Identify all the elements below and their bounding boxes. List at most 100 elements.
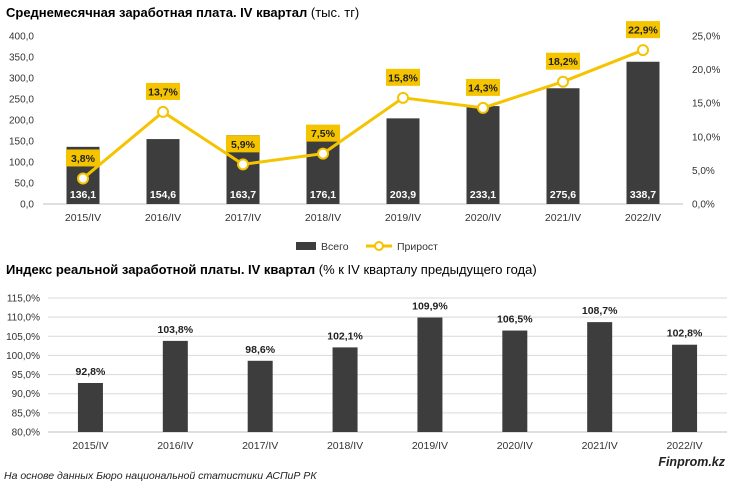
salary-combo-chart: 0,0 50,0 100,0 150,0 200,0 250,0 300,0 350,0 400…	[9, 21, 720, 253]
bar-value-label: 108,7%	[582, 305, 618, 317]
y-tick-label: 80,0%	[12, 428, 40, 439]
growth-label-box	[306, 124, 340, 142]
growth-value-label: 3,8%	[71, 153, 96, 165]
growth-label-box	[546, 52, 580, 70]
y-tick-label: 150,0	[9, 137, 34, 148]
bar	[162, 340, 188, 432]
x-tick-label: 2016/IV	[157, 440, 193, 452]
bar	[502, 330, 528, 432]
chart1-title: Среднемесячная заработная плата. IV квар…	[6, 5, 360, 20]
bar-value-label: 98,6%	[245, 344, 275, 356]
bar-value-label: 102,1%	[327, 330, 363, 342]
y-tick-label: 85,0%	[12, 408, 40, 419]
legend-label-line: Прирост	[397, 241, 438, 253]
y-tick-label: 90,0%	[12, 389, 40, 400]
x-tick-label: 2021/IV	[545, 212, 581, 224]
x-tick-label: 2017/IV	[225, 212, 261, 224]
y-tick-label: 250,0	[9, 95, 34, 106]
x-tick-label: 2020/IV	[465, 212, 501, 224]
growth-point	[477, 101, 489, 114]
x-tick-label: 2015/IV	[72, 440, 108, 452]
bar	[626, 61, 660, 204]
bar-value-label: 163,7	[230, 189, 256, 201]
bar	[146, 139, 180, 204]
bar-value-label: 92,8%	[76, 366, 106, 378]
bar	[587, 322, 613, 432]
bar	[417, 317, 443, 432]
source-note: На основе данных Бюро национальной стати…	[4, 470, 317, 482]
y2-tick-label: 0,0%	[692, 200, 715, 211]
y2-tick-label: 20,0%	[692, 65, 720, 76]
y2-tick-label: 10,0%	[692, 132, 720, 143]
y-tick-label: 100,0%	[6, 351, 40, 362]
bar-value-label: 233,1	[470, 189, 496, 201]
legend-swatch-bar	[296, 242, 316, 250]
growth-line	[82, 48, 644, 180]
y2-tick-label: 25,0%	[692, 32, 720, 43]
bar-value-label: 154,6	[150, 189, 176, 201]
bar-value-label: 106,5%	[497, 314, 533, 326]
x-tick-label: 2017/IV	[242, 440, 278, 452]
bar	[306, 130, 340, 204]
growth-label-box	[466, 78, 500, 96]
bar	[77, 382, 103, 432]
x-tick-label: 2021/IV	[582, 440, 618, 452]
x-tick-label: 2022/IV	[666, 440, 702, 452]
growth-point	[77, 172, 89, 185]
bar	[466, 106, 500, 204]
growth-point	[637, 44, 649, 57]
x-tick-label: 2019/IV	[412, 440, 448, 452]
growth-value-label: 14,3%	[468, 82, 498, 94]
growth-value-label: 18,2%	[548, 56, 578, 68]
x-tick-label: 2015/IV	[65, 212, 101, 224]
y-tick-label: 95,0%	[12, 370, 40, 381]
bar	[672, 344, 698, 432]
y-tick-label: 300,0	[9, 74, 34, 85]
growth-value-label: 5,9%	[231, 139, 256, 151]
bar	[332, 347, 358, 432]
x-tick-label: 2016/IV	[145, 212, 181, 224]
chart2-subtitle: (% к IV кварталу предыдущего года)	[318, 262, 537, 277]
x-tick-label: 2020/IV	[497, 440, 533, 452]
bar	[386, 118, 420, 204]
growth-point	[237, 158, 249, 171]
bar-value-label: 109,9%	[412, 301, 448, 313]
growth-point	[557, 75, 569, 88]
growth-point	[157, 105, 169, 118]
growth-value-label: 22,9%	[628, 25, 658, 37]
bar	[546, 88, 580, 204]
bar-value-label: 176,1	[310, 189, 336, 201]
y-tick-label: 350,0	[9, 53, 34, 64]
x-tick-label: 2018/IV	[305, 212, 341, 224]
growth-value-label: 7,5%	[311, 128, 336, 140]
growth-value-label: 13,7%	[148, 86, 178, 98]
bar-value-label: 136,1	[70, 189, 96, 201]
x-tick-label: 2019/IV	[385, 212, 421, 224]
growth-label-box	[386, 68, 420, 86]
growth-label-box	[66, 149, 100, 167]
chart1-subtitle: (тыс. тг)	[310, 5, 360, 20]
chart2-title: Индекс реальной заработной платы. IV ква…	[6, 262, 537, 277]
y2-tick-label: 5,0%	[692, 166, 715, 177]
real-wage-index-chart: 80,0% 85,0% 90,0% 95,0% 100,0% 105,0% 110,0% 11…	[6, 294, 727, 452]
y-tick-label: 200,0	[9, 116, 34, 127]
growth-label-box	[626, 21, 660, 39]
x-tick-label: 2022/IV	[625, 212, 661, 224]
bar-value-label: 103,8%	[158, 324, 194, 336]
bar	[247, 360, 273, 432]
growth-point	[397, 91, 409, 104]
legend-swatch-marker	[374, 241, 384, 251]
y-tick-label: 50,0	[15, 179, 35, 190]
y2-tick-label: 15,0%	[692, 99, 720, 110]
growth-value-label: 15,8%	[388, 72, 418, 84]
growth-label-box	[146, 82, 180, 100]
y-tick-label: 400,0	[9, 32, 34, 43]
brand-logo-text: Finprom.kz	[658, 455, 725, 469]
y-tick-label: 0,0	[20, 200, 34, 211]
bar-value-label: 203,9	[390, 189, 416, 201]
bar-value-label: 275,6	[550, 189, 576, 201]
growth-point	[317, 147, 329, 160]
growth-label-box	[226, 135, 260, 153]
bar-value-label: 338,7	[630, 189, 656, 201]
y-tick-label: 105,0%	[6, 332, 40, 343]
